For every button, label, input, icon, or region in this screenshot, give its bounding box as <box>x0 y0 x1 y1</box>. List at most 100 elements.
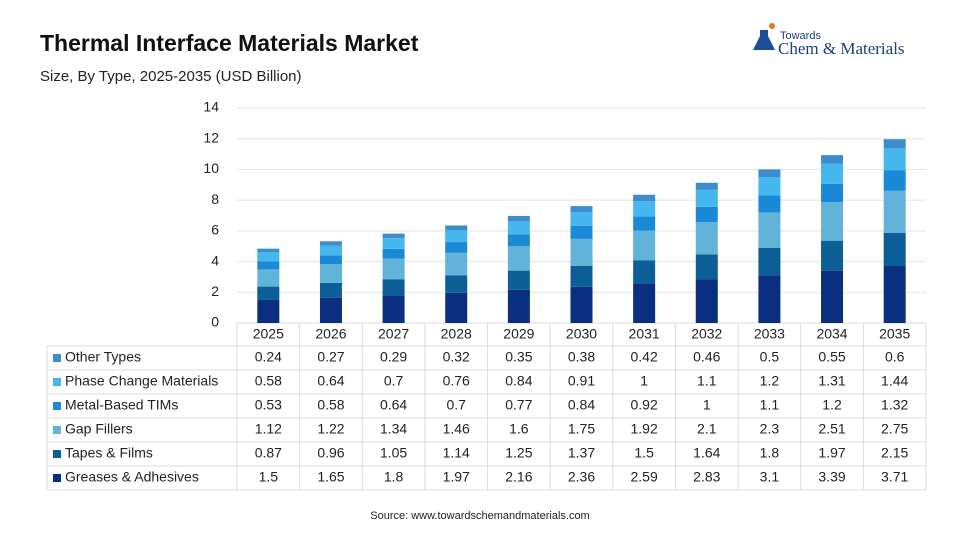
bar-segment <box>319 241 342 246</box>
legend-label: Tapes & Films <box>65 445 153 461</box>
bar-segment <box>883 139 906 149</box>
bar-segment <box>319 255 342 265</box>
bar-segment <box>382 238 405 249</box>
table-value: 2.3 <box>760 421 780 437</box>
table-value: 0.96 <box>317 445 344 461</box>
bar-segment <box>319 264 342 283</box>
bar-segment <box>507 246 530 271</box>
bar-segment <box>382 258 405 280</box>
bar-segment <box>570 225 593 239</box>
table-value: 0.64 <box>317 373 344 389</box>
bar-segment <box>382 233 405 239</box>
logo-line2: Chem & Materials <box>778 39 905 58</box>
bar-segment <box>570 286 593 323</box>
bar-segment <box>570 238 593 266</box>
bar-segment <box>257 269 280 287</box>
x-tick-label: 2026 <box>315 326 346 342</box>
logo: Towards Chem & Materials <box>753 23 905 58</box>
table-value: 2.59 <box>631 469 658 485</box>
table-value: 0.58 <box>255 373 282 389</box>
x-tick-label: 2030 <box>566 326 597 342</box>
table-value: 1.8 <box>760 445 780 461</box>
table-value: 1 <box>640 373 648 389</box>
table-value: 0.53 <box>255 397 282 413</box>
bar-segment <box>633 216 656 231</box>
table-value: 0.46 <box>693 349 720 365</box>
bar-segment <box>695 189 718 207</box>
table-value: 2.51 <box>818 421 845 437</box>
bar-segment <box>257 299 280 323</box>
x-tick-label: 2035 <box>879 326 910 342</box>
table-value: 1.22 <box>317 421 344 437</box>
legend-label: Greases & Adhesives <box>65 469 199 485</box>
bar-segment <box>507 289 530 323</box>
source: Source: www.towardschemandmaterials.com <box>370 510 589 522</box>
bar-segment <box>883 170 906 191</box>
bar-segment <box>445 230 468 243</box>
table-value: 0.7 <box>446 397 466 413</box>
table-value: 3.1 <box>760 469 780 485</box>
table-value: 1.25 <box>505 445 532 461</box>
table-value: 0.5 <box>760 349 780 365</box>
bar-segment <box>758 212 781 248</box>
legend-swatch <box>53 426 61 434</box>
bar-segment <box>319 297 342 323</box>
table-value: 0.84 <box>568 397 595 413</box>
bar-segment <box>445 225 468 231</box>
table-value: 0.7 <box>384 373 404 389</box>
bar-segment <box>821 155 844 164</box>
y-tick-label: 2 <box>211 283 219 299</box>
bar-segment <box>695 254 718 280</box>
table-value: 1.75 <box>568 421 595 437</box>
table-value: 0.24 <box>255 349 282 365</box>
bar-segment <box>445 242 468 253</box>
table-value: 1.64 <box>693 445 720 461</box>
bar-segment <box>257 248 280 253</box>
table-value: 1.6 <box>509 421 529 437</box>
table-value: 0.91 <box>568 373 595 389</box>
bar-segment <box>257 252 280 262</box>
bar-segment <box>883 190 906 234</box>
table-value: 1.65 <box>317 469 344 485</box>
y-tick-label: 0 <box>211 314 219 330</box>
table-value: 1.31 <box>818 373 845 389</box>
bar-segment <box>695 206 718 223</box>
logo-line1: Towards <box>780 30 821 42</box>
bar-segment <box>883 148 906 171</box>
bar-segment <box>319 245 342 256</box>
table-value: 0.76 <box>443 373 470 389</box>
bar-segment <box>382 295 405 323</box>
y-tick-label: 4 <box>211 252 219 268</box>
table-value: 1.5 <box>259 469 279 485</box>
table-value: 1.32 <box>881 397 908 413</box>
table-value: 0.29 <box>380 349 407 365</box>
table-value: 0.38 <box>568 349 595 365</box>
table-value: 1.14 <box>443 445 470 461</box>
x-tick-label: 2027 <box>378 326 409 342</box>
legend-label: Phase Change Materials <box>65 373 218 389</box>
bar-segment <box>758 169 781 178</box>
bar-segment <box>633 194 656 202</box>
bar-segment <box>507 234 530 247</box>
legend-label: Other Types <box>65 349 141 365</box>
x-tick-label: 2028 <box>441 326 472 342</box>
bar-segment <box>695 222 718 255</box>
table-value: 2.83 <box>693 469 720 485</box>
table-value: 0.42 <box>631 349 658 365</box>
bar-segment <box>758 247 781 276</box>
bar-segment <box>821 270 844 323</box>
table-value: 1.97 <box>818 445 845 461</box>
table-value: 1.92 <box>631 421 658 437</box>
bar-segment <box>758 177 781 196</box>
bar-segment <box>507 215 530 222</box>
bar-segment <box>633 201 656 217</box>
bar-segment <box>507 221 530 235</box>
bar-segment <box>570 211 593 226</box>
table-value: 0.77 <box>505 397 532 413</box>
x-tick-label: 2033 <box>754 326 785 342</box>
table-value: 0.64 <box>380 397 407 413</box>
x-tick-label: 2029 <box>503 326 534 342</box>
table-value: 1.97 <box>443 469 470 485</box>
y-tick-label: 6 <box>211 222 219 238</box>
